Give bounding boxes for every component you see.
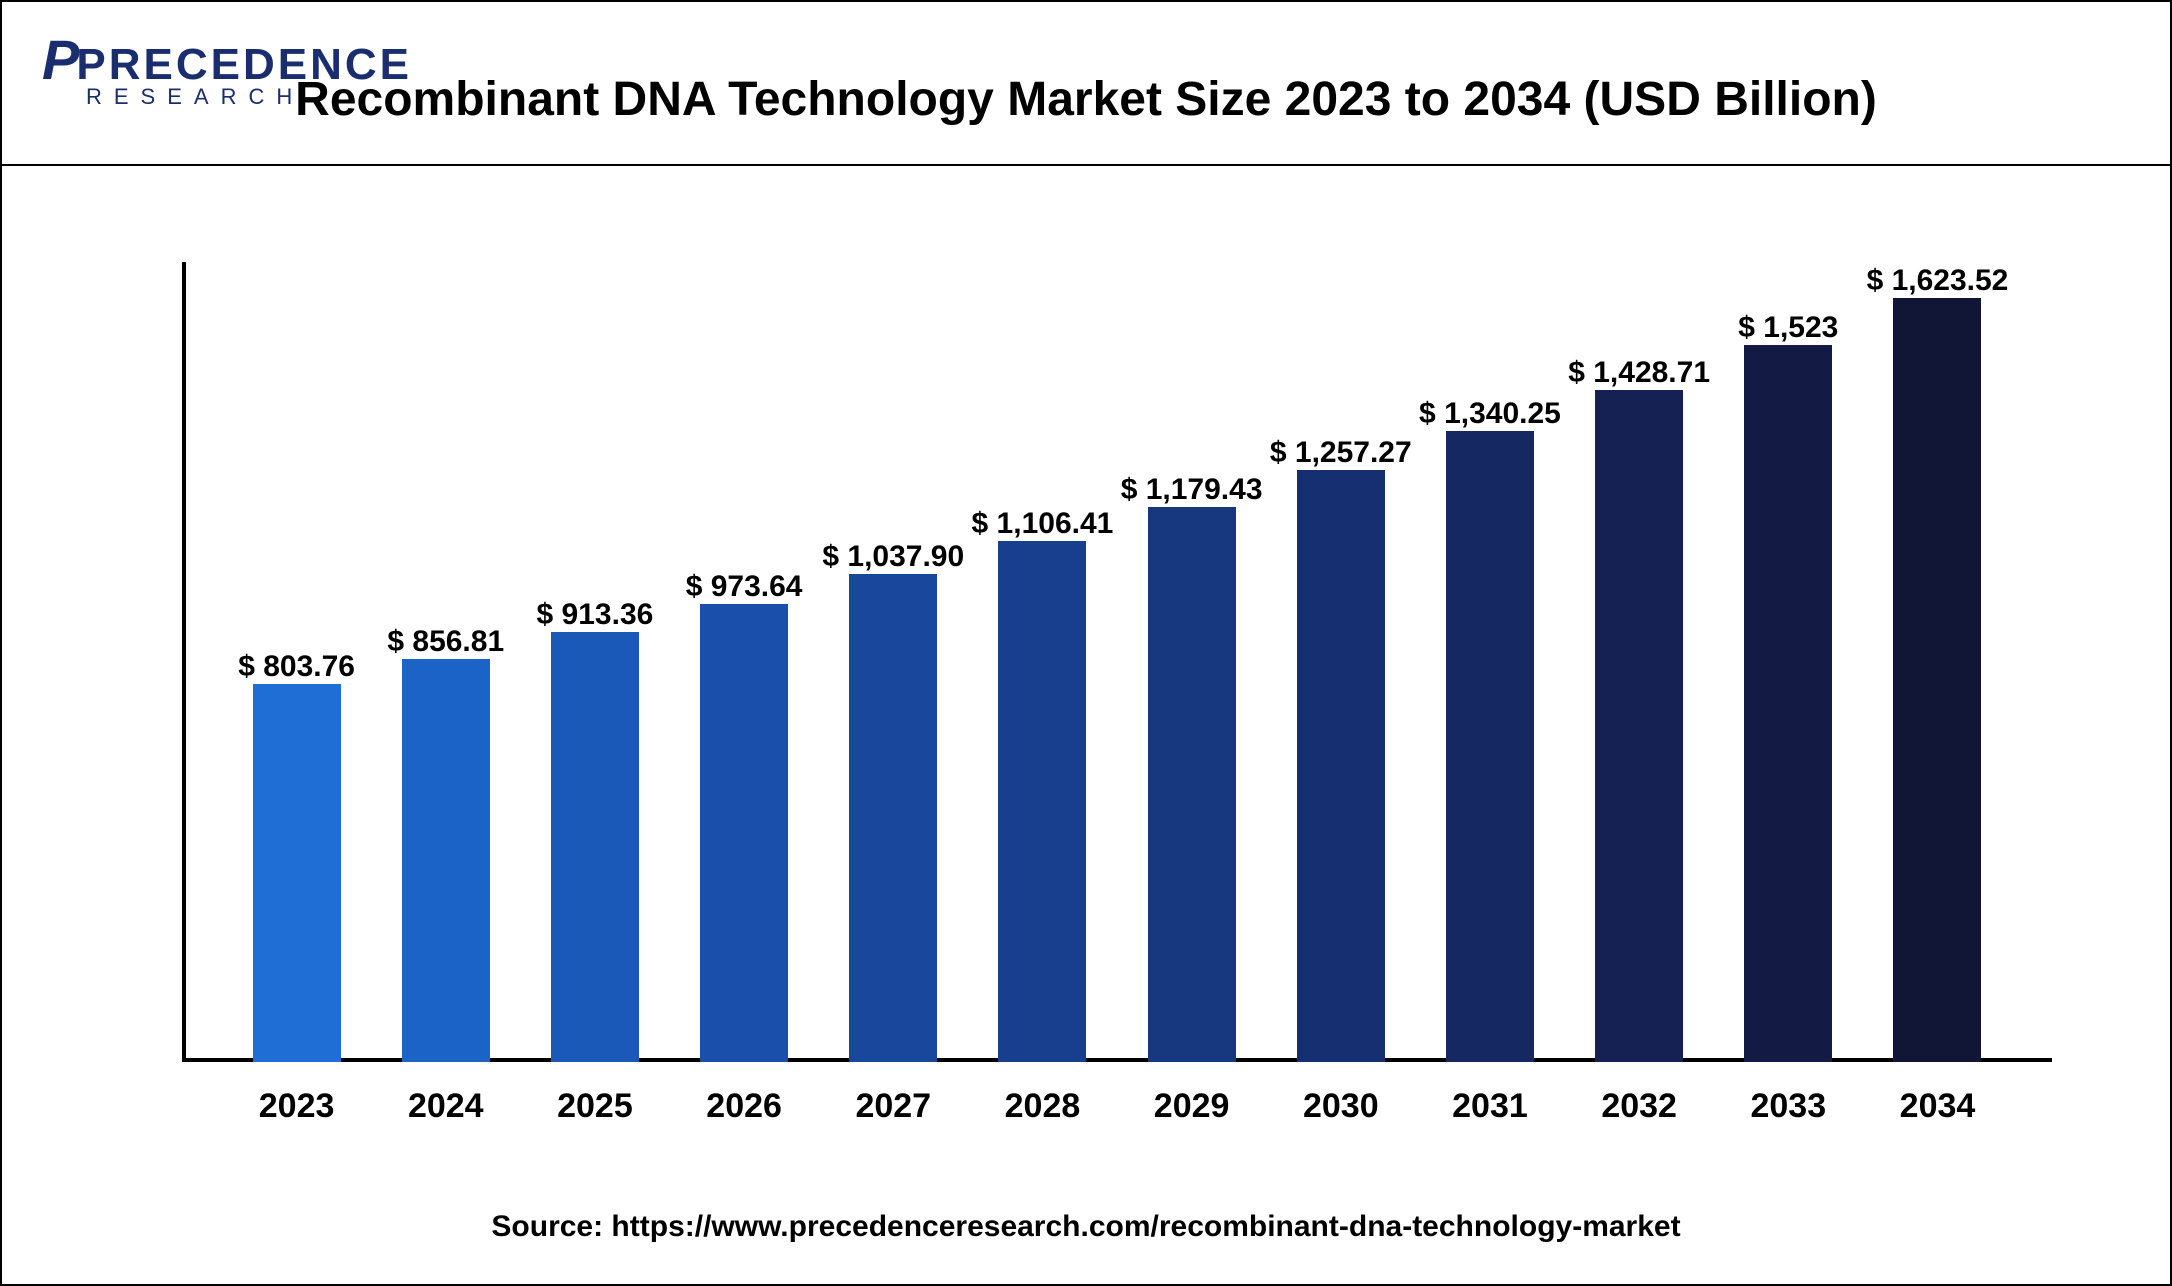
bar-value-label: $ 856.81 <box>387 625 504 659</box>
x-tick-label: 2024 <box>371 1087 520 1126</box>
bar-slot: $ 1,106.41 <box>968 262 1117 1062</box>
bar-slot: $ 1,257.27 <box>1266 262 1415 1062</box>
x-labels-row: 2023202420252026202720282029203020312032… <box>182 1087 2052 1126</box>
x-tick-label: 2027 <box>819 1087 968 1126</box>
x-tick-label: 2026 <box>670 1087 819 1126</box>
bar-value-label: $ 803.76 <box>238 650 355 684</box>
x-tick-label: 2033 <box>1714 1087 1863 1126</box>
bar-value-label: $ 1,623.52 <box>1867 264 2009 298</box>
bar-slot: $ 1,428.71 <box>1565 262 1714 1062</box>
bar-rect <box>402 659 490 1062</box>
bars-container: $ 803.76 $ 856.81 $ 913.36 $ 973.64 $ 1,037.… <box>182 262 2052 1062</box>
bar-rect <box>1893 298 1981 1062</box>
bar-value-label: $ 973.64 <box>686 570 803 604</box>
bar-rect <box>849 574 937 1062</box>
bar-rect <box>998 541 1086 1062</box>
plot-area: $ 803.76 $ 856.81 $ 913.36 $ 973.64 $ 1,037.… <box>182 262 2052 1062</box>
x-tick-label: 2023 <box>222 1087 371 1126</box>
bar-slot: $ 1,179.43 <box>1117 262 1266 1062</box>
bar-slot: $ 1,340.25 <box>1415 262 1564 1062</box>
title-divider <box>2 164 2170 166</box>
chart-frame: PPRECEDENCE RESEARCH Recombinant DNA Tec… <box>0 0 2172 1286</box>
bar-slot: $ 1,523 <box>1714 262 1863 1062</box>
bar-rect <box>551 632 639 1062</box>
bar-value-label: $ 1,257.27 <box>1270 436 1412 470</box>
bar-slot: $ 1,037.90 <box>819 262 968 1062</box>
bar-slot: $ 913.36 <box>520 262 669 1062</box>
bar-rect <box>1744 345 1832 1062</box>
bar-rect <box>1446 431 1534 1062</box>
bar-value-label: $ 1,106.41 <box>972 507 1114 541</box>
bar-value-label: $ 1,340.25 <box>1419 397 1561 431</box>
bar-slot: $ 856.81 <box>371 262 520 1062</box>
bar-value-label: $ 1,179.43 <box>1121 473 1263 507</box>
bar-value-label: $ 913.36 <box>537 598 654 632</box>
x-tick-label: 2025 <box>520 1087 669 1126</box>
chart-title: Recombinant DNA Technology Market Size 2… <box>2 72 2170 127</box>
bar-rect <box>253 684 341 1062</box>
bar-rect <box>1148 507 1236 1062</box>
x-tick-label: 2030 <box>1266 1087 1415 1126</box>
source-line: Source: https://www.precedenceresearch.c… <box>2 1210 2170 1244</box>
bar-value-label: $ 1,428.71 <box>1568 356 1710 390</box>
x-tick-label: 2032 <box>1565 1087 1714 1126</box>
bar-rect <box>1297 470 1385 1062</box>
bar-slot: $ 973.64 <box>670 262 819 1062</box>
x-tick-label: 2031 <box>1415 1087 1564 1126</box>
bar-rect <box>1595 390 1683 1062</box>
x-tick-label: 2028 <box>968 1087 1117 1126</box>
bar-slot: $ 1,623.52 <box>1863 262 2012 1062</box>
bar-value-label: $ 1,523 <box>1738 311 1838 345</box>
x-tick-label: 2034 <box>1863 1087 2012 1126</box>
bar-rect <box>700 604 788 1062</box>
bar-slot: $ 803.76 <box>222 262 371 1062</box>
x-tick-label: 2029 <box>1117 1087 1266 1126</box>
bar-value-label: $ 1,037.90 <box>822 540 964 574</box>
